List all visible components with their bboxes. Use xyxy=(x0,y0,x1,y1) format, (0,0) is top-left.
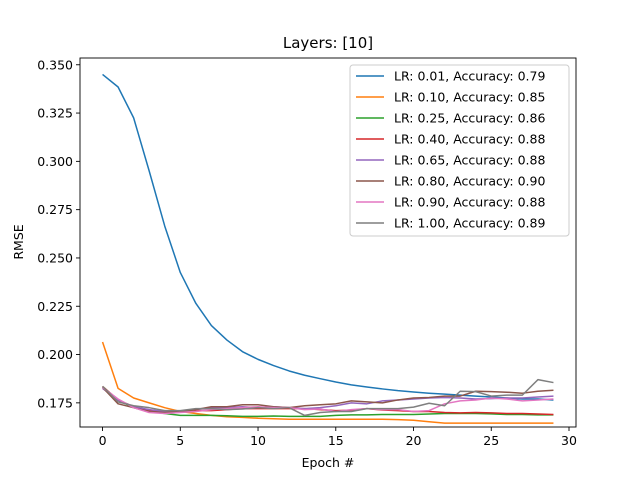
y-axis-ticks: 0.175 0.200 0.225 0.250 0.275 0.300 0.325 0.350 xyxy=(37,57,80,410)
y-tick-label: 0.250 xyxy=(37,250,73,265)
legend-frame xyxy=(349,64,570,237)
x-axis-label: Epoch # xyxy=(302,455,355,470)
series-line-3 xyxy=(102,385,554,418)
series-layer xyxy=(101,73,554,424)
legend-label: LR: 0.80, Accuracy: 0.90 xyxy=(394,174,545,189)
y-tick-label: 0.200 xyxy=(37,347,73,362)
x-tick-label: 0 xyxy=(99,433,107,448)
legend: LR: 0.01, Accuracy: 0.79 LR: 0.10, Accura… xyxy=(349,64,570,237)
legend-label: LR: 0.10, Accuracy: 0.85 xyxy=(394,90,545,105)
legend-label: LR: 0.25, Accuracy: 0.86 xyxy=(394,111,545,126)
x-axis-ticks: 0 5 10 15 20 25 30 xyxy=(99,427,577,448)
y-tick-label: 0.175 xyxy=(37,395,73,410)
y-tick-label: 0.225 xyxy=(37,299,73,314)
chart-title: Layers: [10] xyxy=(283,34,373,52)
y-axis-label: RMSE xyxy=(11,224,26,259)
y-tick-label: 0.275 xyxy=(37,202,73,217)
series-line-8 xyxy=(102,378,554,417)
x-tick-label: 10 xyxy=(250,433,266,448)
series-line-6 xyxy=(102,386,554,414)
legend-label: LR: 0.65, Accuracy: 0.88 xyxy=(394,153,545,168)
series-line-1 xyxy=(102,73,554,401)
legend-label: LR: 0.90, Accuracy: 0.88 xyxy=(394,195,545,210)
y-tick-label: 0.350 xyxy=(37,57,73,72)
plot-frame xyxy=(79,57,577,428)
legend-label: LR: 1.00, Accuracy: 0.89 xyxy=(394,216,545,231)
y-tick-label: 0.325 xyxy=(37,106,73,121)
x-tick-label: 30 xyxy=(561,433,577,448)
legend-label: LR: 0.40, Accuracy: 0.88 xyxy=(394,132,545,147)
x-tick-label: 5 xyxy=(176,433,184,448)
x-tick-label: 15 xyxy=(328,433,344,448)
y-tick-label: 0.300 xyxy=(37,154,73,169)
x-tick-label: 20 xyxy=(406,433,422,448)
legend-label: LR: 0.01, Accuracy: 0.79 xyxy=(394,69,545,84)
series-line-7 xyxy=(102,386,554,415)
x-tick-label: 25 xyxy=(483,433,499,448)
